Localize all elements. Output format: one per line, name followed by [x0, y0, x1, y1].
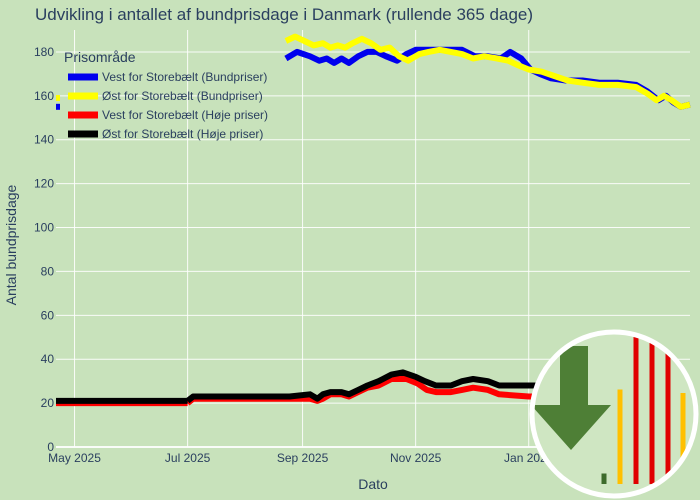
y-tick-label: 20 [41, 396, 55, 410]
legend-item-label[interactable]: Vest for Storebælt (Høje priser) [102, 108, 268, 122]
y-tick-label: 120 [34, 177, 54, 191]
y-tick-label: 180 [34, 45, 54, 59]
series-line-3 [185, 369, 564, 404]
x-axis-title: Dato [358, 476, 388, 492]
y-tick-label: 80 [41, 264, 55, 278]
series-layer [56, 33, 691, 407]
legend[interactable]: Prisområde Vest for Storebælt (Bundpriser… [64, 49, 268, 141]
y-tick-label: 140 [34, 133, 54, 147]
badge-bar [649, 332, 655, 484]
download-arrow-icon [532, 346, 611, 450]
y-tick-label: 40 [41, 352, 55, 366]
badge-bar [665, 340, 671, 484]
badge-bar [601, 473, 607, 484]
badge-bar [680, 393, 686, 484]
x-tick-label: Nov 2025 [390, 451, 442, 465]
chart-title: Udvikling i antallet af bundprisdage i D… [35, 5, 534, 24]
y-axis-title: Antal bundprisdage [3, 184, 19, 305]
x-tick-label: Jul 2025 [165, 451, 211, 465]
y-tick-label: 0 [47, 440, 54, 454]
y-axis-ticks: 0 20 40 60 80 100 120 140 160 180 [34, 45, 54, 454]
y-tick-label: 160 [34, 89, 54, 103]
download-badge[interactable] [529, 329, 699, 499]
legend-item-label[interactable]: Vest for Storebælt (Bundpriser) [102, 70, 267, 84]
legend-item-label[interactable]: Øst for Storebælt (Høje priser) [102, 127, 263, 141]
y-tick-label: 60 [41, 308, 55, 322]
badge-bar [633, 337, 639, 484]
y-tick-label: 100 [34, 221, 54, 235]
x-tick-label: Sep 2025 [277, 451, 329, 465]
x-tick-label: May 2025 [48, 451, 101, 465]
legend-title: Prisområde [64, 49, 136, 65]
series-line-1 [284, 33, 691, 110]
badge-ring [529, 329, 699, 499]
legend-item-label[interactable]: Øst for Storebælt (Bundpriser) [102, 89, 263, 103]
badge-content [532, 332, 686, 484]
x-axis-ticks: May 2025 Jul 2025 Sep 2025 Nov 2025 Jan 2026 [48, 451, 554, 465]
badge-bar [617, 389, 623, 484]
